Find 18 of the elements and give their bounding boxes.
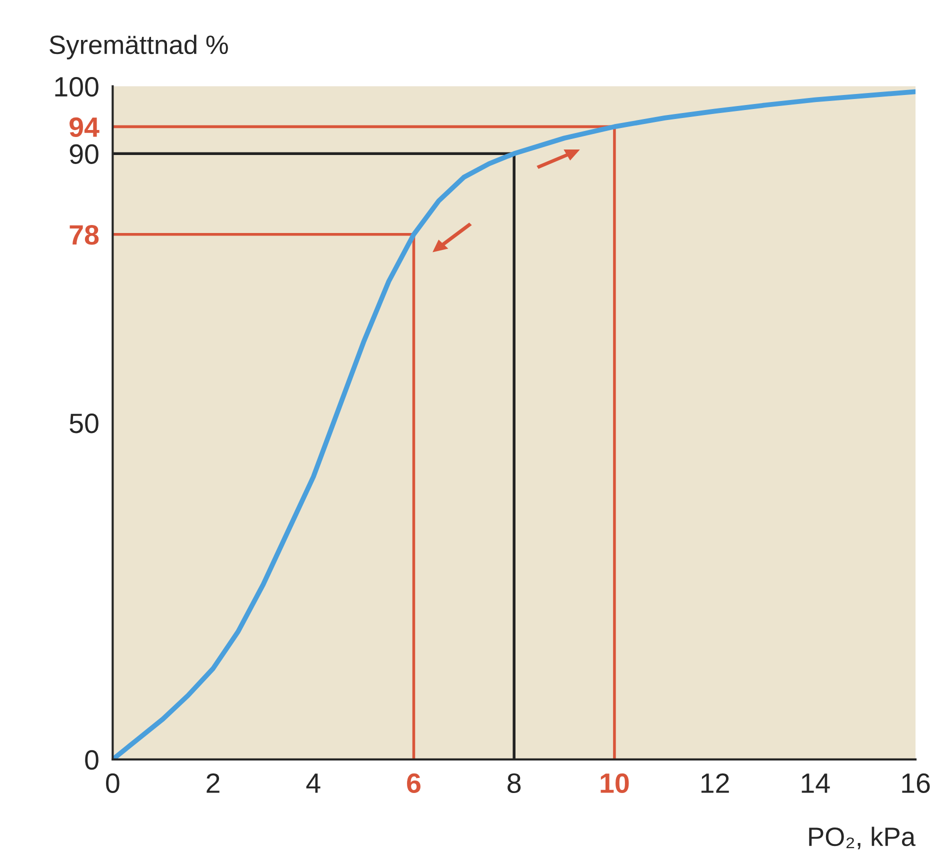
x-tick-label: 14: [802, 774, 830, 793]
line-series: [112, 89, 916, 760]
x-tick-label: 16: [902, 773, 930, 794]
y-tick-label: 0: [85, 750, 98, 770]
x-tick-label: 2: [206, 773, 220, 793]
x-tick-label: 8: [508, 773, 521, 794]
x-axis-title: PO₂, kPa: [809, 826, 916, 850]
x-tick-label: 4: [306, 774, 320, 793]
y-tick-label: 78: [70, 225, 99, 245]
y-tick-label: 90: [70, 144, 98, 164]
x-tick-label: 12: [701, 773, 729, 793]
y-tick-label: 94: [70, 117, 100, 138]
y-tick-label: 50: [70, 414, 98, 434]
x-tick-label: 0: [106, 773, 120, 794]
x-tick-label: 10: [600, 773, 629, 794]
y-axis-title: Syremättnad %: [50, 34, 228, 60]
y-tick-label: 100: [55, 76, 98, 97]
x-tick-label: 6: [407, 773, 420, 794]
